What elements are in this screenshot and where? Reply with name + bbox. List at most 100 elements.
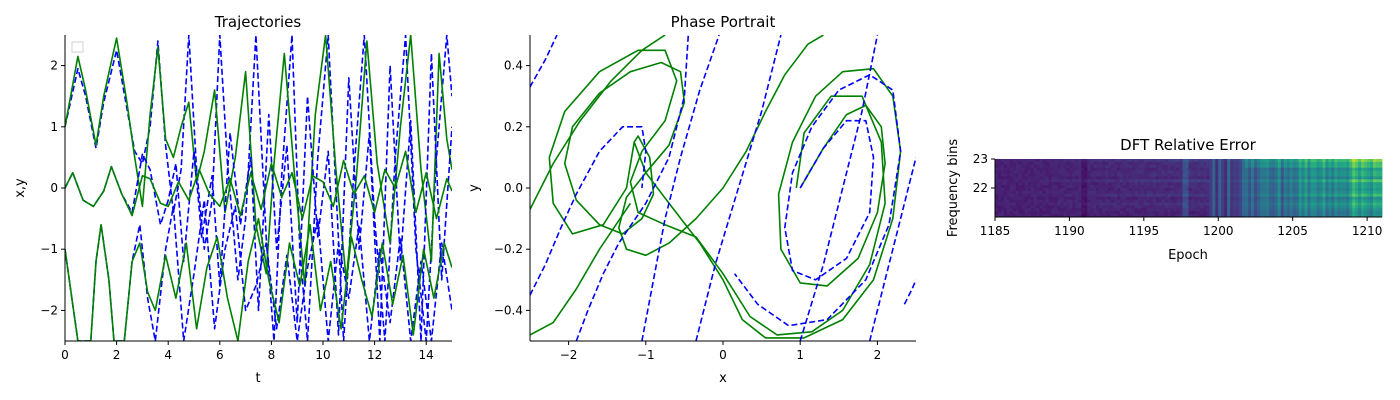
heatmap-cell bbox=[1251, 182, 1255, 186]
heatmap-cell bbox=[1128, 190, 1133, 195]
heatmap-cell bbox=[1090, 211, 1094, 215]
heatmap-cell bbox=[1003, 202, 1008, 206]
heatmap-cell bbox=[1006, 182, 1011, 186]
heatmap-cell bbox=[1036, 170, 1041, 174]
heatmap-cell bbox=[1212, 211, 1216, 215]
heatmap-cell bbox=[1376, 211, 1380, 215]
heatmap-cell bbox=[1111, 202, 1115, 206]
heatmap-cell bbox=[1182, 182, 1186, 186]
heatmap-cell bbox=[1313, 176, 1317, 180]
heatmap-cell bbox=[1096, 173, 1100, 177]
heatmap-cell bbox=[1253, 205, 1258, 209]
heatmap-cell bbox=[1069, 205, 1073, 209]
solid-series-line-1 bbox=[65, 35, 452, 287]
heatmap-cell bbox=[1322, 173, 1326, 177]
heatmap-cell bbox=[1146, 182, 1151, 186]
heatmap-cell bbox=[995, 199, 999, 203]
heatmap-cell bbox=[1164, 159, 1169, 163]
heatmap-cell bbox=[1024, 190, 1029, 195]
heatmap-cell bbox=[1161, 193, 1166, 198]
heatmap-cell bbox=[1078, 188, 1082, 192]
heatmap-cell bbox=[1045, 214, 1049, 218]
heatmap-cell bbox=[1182, 196, 1186, 200]
heatmap-cell bbox=[1361, 185, 1365, 189]
heatmap-cell bbox=[1331, 164, 1335, 169]
heatmap-cell bbox=[1310, 188, 1314, 192]
heatmap-cell bbox=[1253, 214, 1258, 218]
heatmap-cell bbox=[1108, 185, 1112, 189]
heatmap-cell bbox=[1188, 173, 1192, 177]
heatmap-cell bbox=[1194, 179, 1198, 183]
heatmap-cell bbox=[1120, 190, 1124, 195]
heatmap-cell bbox=[1236, 164, 1240, 169]
heatmap-cell bbox=[1128, 196, 1133, 200]
heatmap-cell bbox=[1090, 179, 1094, 183]
heatmap-cell bbox=[1346, 205, 1350, 209]
heatmap-cell bbox=[1251, 188, 1255, 192]
heatmap-cell bbox=[1009, 185, 1014, 189]
heatmap-cell bbox=[1245, 211, 1249, 215]
heatmap-cell bbox=[1125, 182, 1130, 186]
heatmap-cell bbox=[1325, 176, 1329, 180]
heatmap-cell bbox=[1322, 214, 1326, 218]
heatmap-cell bbox=[1123, 159, 1127, 163]
heatmap-cell bbox=[1018, 196, 1023, 200]
heatmap-cell bbox=[1379, 188, 1383, 192]
heatmap-cell bbox=[1114, 185, 1118, 189]
heatmap-cell bbox=[1295, 199, 1300, 203]
heatmap-cell bbox=[1370, 202, 1374, 206]
heatmap-cell bbox=[1152, 205, 1157, 209]
heatmap-cell bbox=[1170, 161, 1175, 166]
heatmap-cell bbox=[1012, 176, 1017, 180]
heatmap-cell bbox=[1358, 185, 1362, 189]
heatmap-cell bbox=[1021, 161, 1026, 166]
heatmap-cell bbox=[1024, 179, 1029, 183]
heatmap-cell bbox=[1039, 205, 1044, 209]
heatmap-cell bbox=[1060, 179, 1064, 183]
heatmap-cell bbox=[995, 214, 999, 218]
heatmap-cell bbox=[1134, 173, 1139, 177]
heatmap-cell bbox=[1304, 176, 1308, 180]
heatmap-cell bbox=[1111, 176, 1115, 180]
heatmap-cell bbox=[1337, 208, 1341, 212]
heatmap-cell bbox=[1036, 161, 1041, 166]
heatmap-cell bbox=[1012, 193, 1017, 198]
heatmap-cell bbox=[1334, 196, 1338, 200]
heatmap-cell bbox=[1084, 205, 1088, 209]
heatmap-cell bbox=[1319, 185, 1323, 189]
dft-error-panel: DFT Relative Error Epoch Frequency bins … bbox=[946, 136, 1383, 263]
heatmap-cell bbox=[1066, 193, 1070, 198]
heatmap-cell bbox=[1277, 185, 1282, 189]
heatmap-cell bbox=[1233, 193, 1237, 198]
heatmap-cell bbox=[1123, 170, 1127, 174]
heatmap-cell bbox=[1078, 185, 1082, 189]
heatmap-cell bbox=[1087, 205, 1091, 209]
heatmap-cell bbox=[1245, 164, 1249, 169]
heatmap-cell bbox=[1319, 196, 1323, 200]
heatmap-cell bbox=[1301, 176, 1305, 180]
heatmap-cell bbox=[1018, 188, 1023, 192]
heatmap-cell bbox=[1140, 205, 1145, 209]
heatmap-cell bbox=[1301, 164, 1305, 169]
heatmap-cell bbox=[1155, 205, 1160, 209]
heatmap-cell bbox=[1274, 173, 1279, 177]
heatmap-cell bbox=[1075, 211, 1079, 215]
heatmap-cell bbox=[997, 167, 1002, 171]
heatmap-cell bbox=[1239, 199, 1243, 203]
heatmap-cell bbox=[1280, 208, 1285, 212]
heatmap-cell bbox=[1367, 185, 1371, 189]
dashed-series-line-6 bbox=[530, 126, 647, 296]
heatmap-cell bbox=[1045, 199, 1049, 203]
heatmap-cell bbox=[1128, 193, 1133, 198]
heatmap-cell bbox=[1301, 159, 1305, 163]
dft-error-heatmap bbox=[995, 159, 1383, 218]
heatmap-cell bbox=[1230, 167, 1234, 171]
heatmap-cell bbox=[1233, 176, 1237, 180]
heatmap-cell bbox=[1143, 167, 1148, 171]
heatmap-cell bbox=[1242, 173, 1246, 177]
heatmap-cell bbox=[1277, 170, 1282, 174]
heatmap-cell bbox=[1105, 193, 1109, 198]
heatmap-cell bbox=[1245, 167, 1249, 171]
heatmap-cell bbox=[1000, 199, 1005, 203]
heatmap-cell bbox=[1036, 211, 1041, 215]
